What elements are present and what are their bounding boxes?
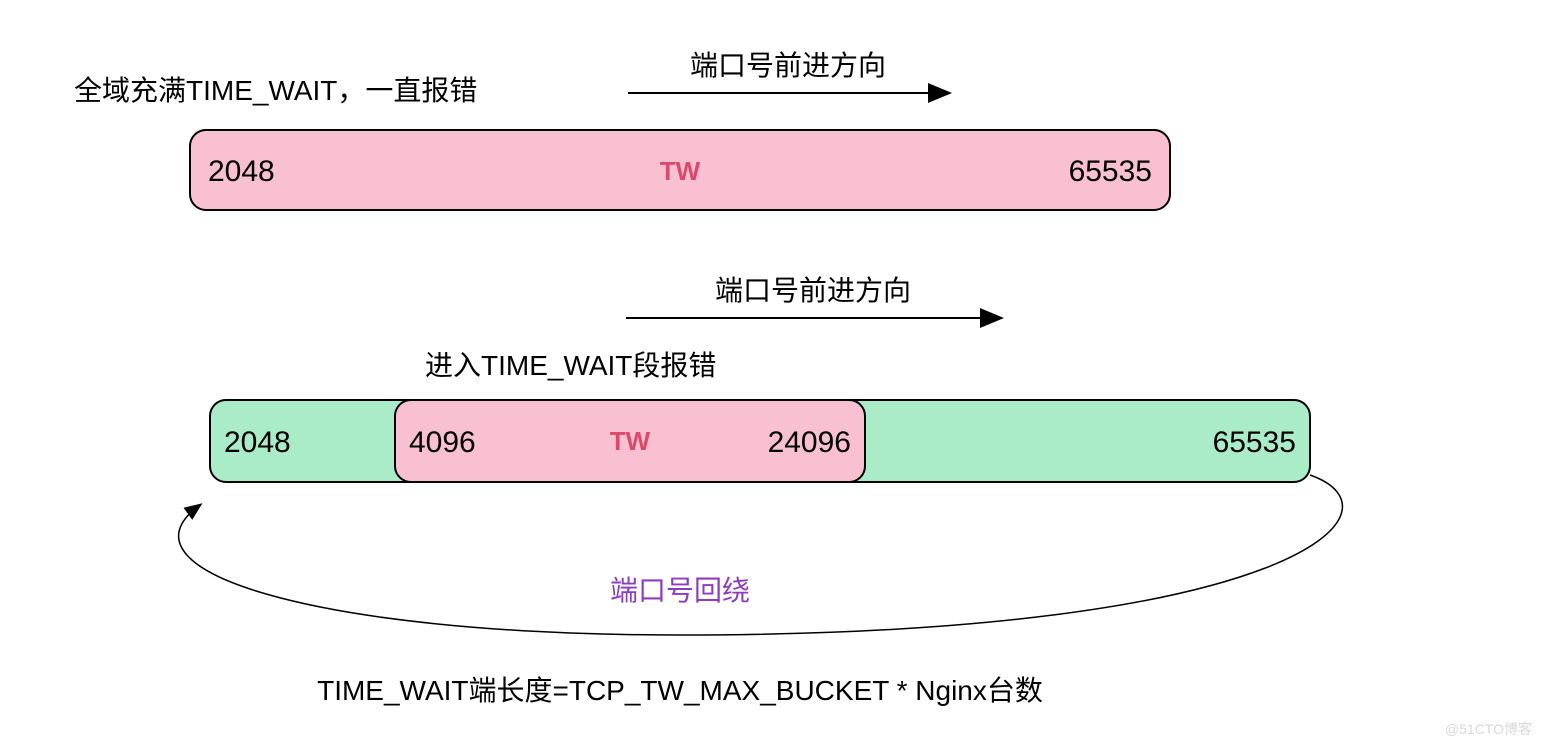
watermark: @51CTO博客 <box>1445 721 1532 737</box>
d1-port-start: 2048 <box>208 155 275 188</box>
d1-port-end: 65535 <box>1069 155 1152 188</box>
d2-loop-label: 端口号回绕 <box>610 575 750 606</box>
d1-tw-label: TW <box>660 156 701 186</box>
d2-subtitle: 进入TIME_WAIT段报错 <box>425 350 716 381</box>
d2-tw-start: 4096 <box>409 426 476 459</box>
d1-title: 全域充满TIME_WAIT，一直报错 <box>74 75 477 106</box>
d2-tw-end: 24096 <box>768 426 851 459</box>
d2-port-start: 2048 <box>224 426 291 459</box>
d2-tw-label: TW <box>610 426 651 456</box>
d2-arrow-label: 端口号前进方向 <box>715 275 911 306</box>
d1-arrow-label: 端口号前进方向 <box>690 50 886 81</box>
bottom-formula: TIME_WAIT端长度=TCP_TW_MAX_BUCKET * Nginx台数 <box>317 675 1043 706</box>
d2-port-end: 65535 <box>1213 426 1296 459</box>
